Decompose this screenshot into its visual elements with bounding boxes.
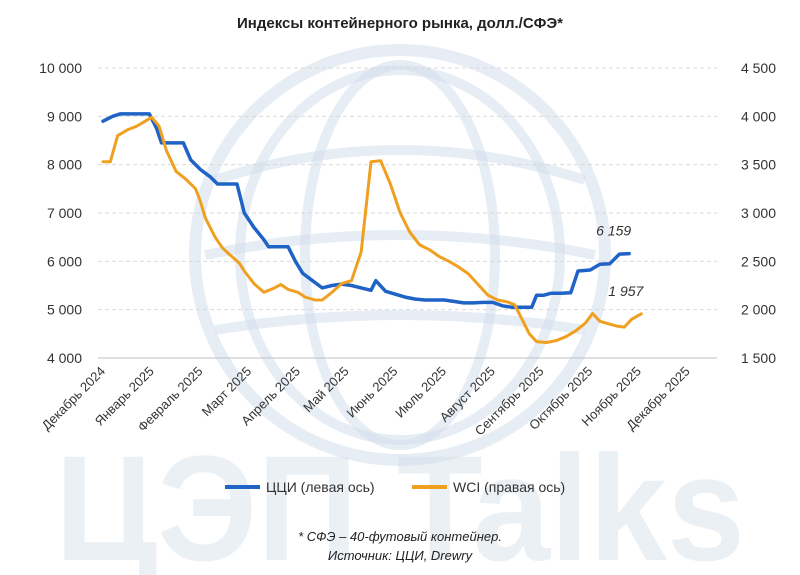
y-left-tick-label: 9 000 bbox=[47, 108, 82, 124]
y-right-tick-label: 2 000 bbox=[741, 302, 776, 318]
watermark-text: ЦЭП Talks bbox=[55, 424, 745, 575]
y-right-tick-label: 3 000 bbox=[741, 205, 776, 221]
watermark-logo bbox=[189, 44, 611, 466]
y-left-tick-label: 4 000 bbox=[47, 350, 82, 366]
y-axis-left: 4 000 5 000 6 000 7 000 8 000 9 000 10 000 bbox=[39, 60, 82, 366]
y-right-tick-label: 4 500 bbox=[741, 60, 776, 76]
y-left-tick-label: 6 000 bbox=[47, 253, 82, 269]
y-right-tick-label: 4 000 bbox=[741, 108, 776, 124]
y-right-tick-label: 2 500 bbox=[741, 253, 776, 269]
series-line-wci bbox=[101, 115, 643, 344]
y-left-tick-label: 7 000 bbox=[47, 205, 82, 221]
legend-label-wci: WCI (правая ось) bbox=[453, 479, 565, 495]
legend-label-cci: ЦЦИ (левая ось) bbox=[266, 479, 375, 495]
y-axis-right: 1 500 2 000 2 500 3 000 3 500 4 000 4 500 bbox=[741, 60, 776, 366]
end-label-wci: 1 957 bbox=[608, 283, 644, 299]
footnote: * СФЭ – 40-футовый контейнер. bbox=[298, 529, 502, 544]
grid-lines bbox=[98, 67, 717, 359]
legend: ЦЦИ (левая ось) WCI (правая ось) bbox=[225, 479, 565, 495]
y-right-tick-label: 3 500 bbox=[741, 157, 776, 173]
y-left-tick-label: 8 000 bbox=[47, 157, 82, 173]
y-left-tick-label: 10 000 bbox=[39, 60, 82, 76]
x-tick-label: Июнь 2025 bbox=[343, 364, 400, 421]
end-labels: 6 159 1 957 bbox=[596, 223, 644, 299]
y-left-tick-label: 5 000 bbox=[47, 302, 82, 318]
series-line-cci bbox=[101, 112, 631, 310]
series-group bbox=[101, 112, 643, 344]
chart-title: Индексы контейнерного рынка, долл./СФЭ* bbox=[237, 15, 563, 32]
source-note: Источник: ЦЦИ, Drewry bbox=[328, 548, 474, 563]
y-right-tick-label: 1 500 bbox=[741, 350, 776, 366]
end-label-cci: 6 159 bbox=[596, 223, 631, 239]
